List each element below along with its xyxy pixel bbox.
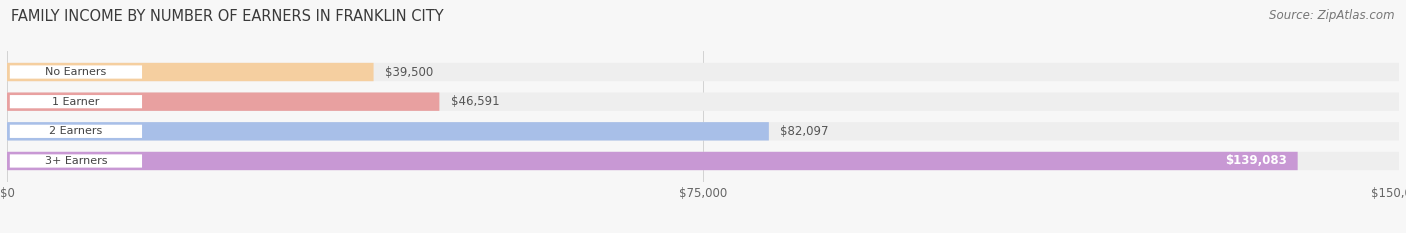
Text: 3+ Earners: 3+ Earners [45, 156, 107, 166]
Text: 2 Earners: 2 Earners [49, 126, 103, 136]
FancyBboxPatch shape [7, 63, 374, 81]
Text: 1 Earner: 1 Earner [52, 97, 100, 107]
FancyBboxPatch shape [7, 93, 440, 111]
FancyBboxPatch shape [7, 93, 1399, 111]
FancyBboxPatch shape [7, 122, 769, 140]
FancyBboxPatch shape [10, 154, 142, 168]
FancyBboxPatch shape [7, 122, 1399, 140]
FancyBboxPatch shape [7, 63, 1399, 81]
FancyBboxPatch shape [7, 152, 1399, 170]
FancyBboxPatch shape [10, 95, 142, 108]
Text: $82,097: $82,097 [780, 125, 828, 138]
Text: No Earners: No Earners [45, 67, 107, 77]
Text: Source: ZipAtlas.com: Source: ZipAtlas.com [1270, 9, 1395, 22]
FancyBboxPatch shape [10, 125, 142, 138]
Text: $139,083: $139,083 [1225, 154, 1286, 168]
Text: $46,591: $46,591 [450, 95, 499, 108]
FancyBboxPatch shape [10, 65, 142, 79]
Text: $39,500: $39,500 [385, 65, 433, 79]
Text: FAMILY INCOME BY NUMBER OF EARNERS IN FRANKLIN CITY: FAMILY INCOME BY NUMBER OF EARNERS IN FR… [11, 9, 444, 24]
FancyBboxPatch shape [7, 152, 1298, 170]
